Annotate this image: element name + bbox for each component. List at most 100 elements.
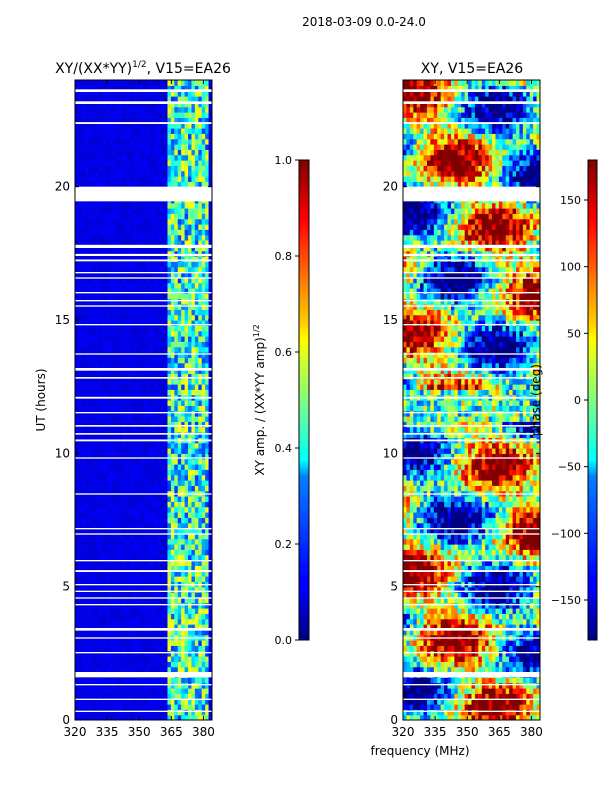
- heatmap-cell: [184, 714, 189, 720]
- heatmap-cell: [174, 96, 179, 102]
- heatmap-cell: [150, 362, 155, 369]
- heatmap-cell: [205, 250, 210, 257]
- heatmap-cell: [95, 277, 100, 284]
- heatmap-cell: [437, 714, 442, 720]
- heatmap-cell: [136, 704, 141, 710]
- heatmap-cell: [105, 442, 110, 449]
- heatmap-cell: [164, 586, 169, 593]
- heatmap-cell: [95, 618, 100, 625]
- heatmap-cell: [153, 517, 158, 524]
- heatmap-cell: [119, 288, 124, 294]
- heatmap-cell: [75, 597, 80, 604]
- heatmap-cell: [177, 570, 182, 577]
- heatmap-cell: [129, 565, 134, 572]
- heatmap-cell: [122, 592, 127, 598]
- heatmap-cell: [122, 400, 127, 406]
- heatmap-cell: [85, 592, 90, 598]
- heatmap-cell: [116, 106, 121, 113]
- heatmap-cell: [153, 645, 158, 652]
- heatmap-cell: [184, 709, 189, 716]
- heatmap-cell: [112, 261, 117, 268]
- heatmap-cell: [102, 304, 107, 310]
- heatmap-cell: [119, 298, 124, 305]
- heatmap-cell: [105, 592, 110, 598]
- heatmap-cell: [194, 80, 199, 86]
- heatmap-cell: [167, 309, 172, 316]
- heatmap-cell: [198, 309, 203, 316]
- heatmap-cell: [157, 421, 162, 428]
- heatmap-cell: [95, 714, 100, 720]
- heatmap-cell: [188, 352, 193, 358]
- heatmap-cell: [102, 640, 107, 646]
- heatmap-cell: [146, 565, 151, 572]
- heatmap-cell: [167, 704, 172, 710]
- heatmap-cell: [157, 400, 162, 406]
- heatmap-cell: [198, 528, 203, 534]
- heatmap-cell: [160, 133, 165, 140]
- heatmap-cell: [194, 325, 199, 332]
- heatmap-cell: [105, 485, 110, 492]
- heatmap-cell: [112, 640, 117, 646]
- heatmap-cell: [119, 432, 124, 438]
- heatmap-cell: [205, 512, 210, 518]
- heatmap-cell: [112, 240, 117, 246]
- heatmap-cell: [191, 432, 196, 438]
- heatmap-cell: [174, 650, 179, 657]
- heatmap-cell: [198, 592, 203, 598]
- heatmap-cell: [136, 320, 141, 326]
- heatmap-cell: [157, 554, 162, 561]
- heatmap-cell: [164, 624, 169, 630]
- heatmap-cell: [177, 138, 182, 145]
- heatmap-cell: [174, 170, 179, 177]
- heatmap-cell: [191, 624, 196, 630]
- heatmap-cell: [177, 501, 182, 508]
- heatmap-cell: [112, 544, 117, 550]
- heatmap-cell: [198, 250, 203, 257]
- heatmap-cell: [75, 538, 80, 545]
- heatmap-cell: [454, 709, 459, 716]
- heatmap-cell: [119, 218, 124, 225]
- heatmap-cell: [146, 144, 151, 150]
- heatmap-cell: [153, 128, 158, 134]
- heatmap-cell: [191, 645, 196, 652]
- heatmap-cell: [116, 154, 121, 161]
- heatmap-cell: [181, 410, 186, 417]
- heatmap-cell: [198, 85, 203, 92]
- heatmap-cell: [102, 533, 107, 540]
- heatmap-cell: [177, 128, 182, 134]
- heatmap-cell: [146, 240, 151, 246]
- heatmap-cell: [92, 373, 97, 380]
- heatmap-cell: [88, 272, 93, 278]
- heatmap-cell: [126, 341, 131, 348]
- heatmap-cell: [188, 709, 193, 716]
- heatmap-cell: [153, 304, 158, 310]
- heatmap-cell: [153, 576, 158, 582]
- heatmap-cell: [177, 101, 182, 108]
- heatmap-cell: [201, 240, 206, 246]
- heatmap-cell: [201, 506, 206, 513]
- heatmap-cell: [160, 496, 165, 502]
- heatmap-cell: [122, 378, 127, 385]
- heatmap-cell: [119, 576, 124, 582]
- heatmap-cell: [78, 117, 83, 124]
- heatmap-cell: [81, 149, 86, 156]
- heatmap-cell: [205, 560, 210, 566]
- heatmap-cell: [191, 208, 196, 214]
- heatmap-cell: [112, 405, 117, 412]
- heatmap-cell: [167, 570, 172, 577]
- heatmap-cell: [116, 144, 121, 150]
- heatmap-cell: [167, 565, 172, 572]
- heatmap-cell: [146, 666, 151, 673]
- heatmap-cell: [478, 709, 483, 716]
- heatmap-cell: [461, 709, 466, 716]
- heatmap-cell: [170, 421, 175, 428]
- heatmap-cell: [194, 224, 199, 230]
- heatmap-cell: [181, 256, 186, 262]
- heatmap-cell: [119, 181, 124, 188]
- heatmap-cell: [140, 512, 145, 518]
- heatmap-cell: [126, 314, 131, 321]
- heatmap-cell: [98, 288, 103, 294]
- heatmap-cell: [102, 501, 107, 508]
- heatmap-cell: [140, 629, 145, 636]
- heatmap-cell: [95, 261, 100, 268]
